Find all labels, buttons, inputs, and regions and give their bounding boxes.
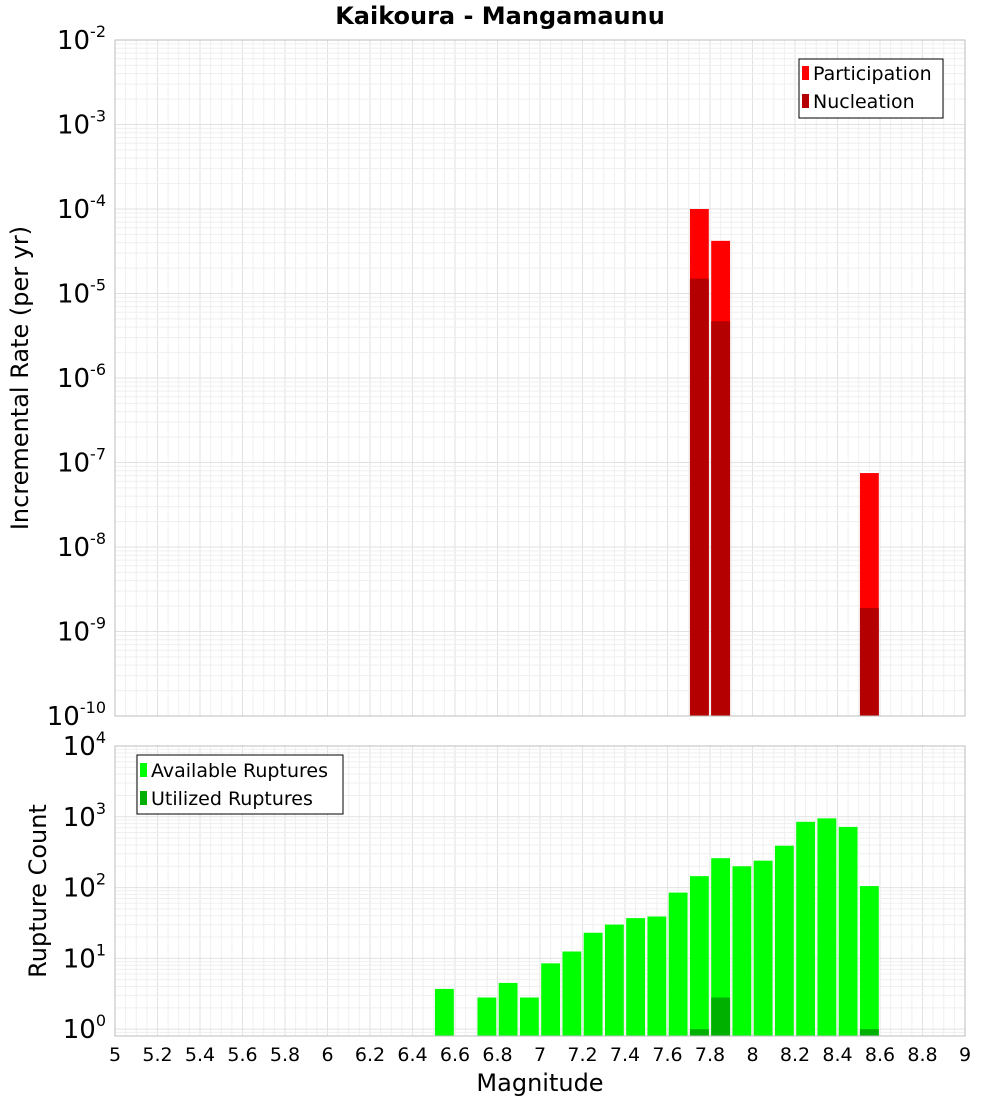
x-tick-label: 6.4 <box>397 1044 427 1066</box>
count-legend: Available Ruptures Utilized Ruptures <box>136 754 344 815</box>
rate-y-tick-label: 10-7 <box>57 445 106 479</box>
x-tick-label: 8.2 <box>780 1044 810 1066</box>
x-tick-label: 6 <box>321 1044 333 1066</box>
x-tick-label: 7.6 <box>652 1044 682 1066</box>
count-bar-available-ruptures-9 <box>647 916 667 1036</box>
rate-bar-nucleation-0 <box>689 278 709 716</box>
count-bar-available-ruptures-17 <box>817 818 837 1036</box>
count-plot-frame <box>114 745 966 1037</box>
x-tick-label: 7 <box>534 1044 546 1066</box>
count-y-tick-label: 100 <box>63 1011 106 1045</box>
rate-bar-nucleation-1 <box>711 321 731 716</box>
rate-y-axis-label: Incremental Rate (per yr) <box>6 226 34 530</box>
nucleation-legend-label: Nucleation <box>813 91 915 113</box>
count-bar-available-ruptures-15 <box>774 845 794 1036</box>
rate-y-tick-label: 10-9 <box>57 614 106 648</box>
count-bar-utilized-ruptures-0 <box>689 1029 709 1036</box>
x-tick-label: 6.2 <box>355 1044 385 1066</box>
x-tick-label: 5.2 <box>142 1044 172 1066</box>
count-bar-available-ruptures-12 <box>711 858 731 1036</box>
rate-legend: Participation Nucleation <box>798 58 944 119</box>
count-legend-box <box>136 754 344 815</box>
rate-panel: 10-10 10-9 10-8 10-7 10-6 10-5 10-4 10-3 10-2 In… <box>6 22 966 732</box>
utilized-legend-label: Utilized Ruptures <box>151 788 313 810</box>
count-y-tick-label: 104 <box>63 728 106 762</box>
count-bar-available-ruptures-2 <box>498 982 518 1036</box>
count-bar-available-ruptures-6 <box>583 932 603 1036</box>
rate-y-tick-label: 10-8 <box>57 529 106 563</box>
count-bar-available-ruptures-0 <box>434 988 454 1036</box>
count-bar-available-ruptures-5 <box>562 951 582 1036</box>
x-tick-label: 6.6 <box>440 1044 470 1066</box>
x-tick-label: 8.6 <box>865 1044 895 1066</box>
utilized-legend-swatch <box>140 791 147 805</box>
x-tick-label: 5 <box>109 1044 121 1066</box>
rate-y-tick-label: 10-3 <box>57 107 106 141</box>
x-tick-label: 8 <box>746 1044 758 1066</box>
count-bar-available-ruptures-18 <box>838 826 858 1036</box>
count-y-tick-label: 102 <box>63 870 106 904</box>
x-tick-label: 7.8 <box>695 1044 725 1066</box>
participation-legend-label: Participation <box>813 63 932 85</box>
rate-y-tick-label: 10-10 <box>47 698 106 732</box>
rate-plot-frame <box>114 39 966 717</box>
count-bar-available-ruptures-14 <box>753 860 773 1036</box>
count-bar-available-ruptures-11 <box>689 876 709 1036</box>
available-legend-label: Available Ruptures <box>151 760 328 782</box>
available-legend-swatch <box>140 763 147 777</box>
x-tick-label: 8.4 <box>822 1044 852 1066</box>
participation-legend-swatch <box>802 66 809 80</box>
count-bar-utilized-ruptures-2 <box>859 1029 879 1036</box>
count-bar-available-ruptures-8 <box>626 918 646 1036</box>
x-tick-label: 5.4 <box>185 1044 215 1066</box>
count-panel: 100 101 102 103 104 5 5.2 5.4 5.6 5.8 6 6.2 6.4 6.6 6… <box>24 728 971 1097</box>
x-tick-label: 7.2 <box>567 1044 597 1066</box>
rate-y-tick-label: 10-5 <box>57 276 106 310</box>
x-tick-label: 5.8 <box>270 1044 300 1066</box>
count-bar-available-ruptures-10 <box>668 892 688 1036</box>
rate-y-tick-label: 10-2 <box>57 22 106 56</box>
rate-legend-box <box>798 58 944 119</box>
nucleation-legend-swatch <box>802 94 809 108</box>
count-y-tick-label: 103 <box>63 799 106 833</box>
count-bar-available-ruptures-19 <box>859 886 879 1036</box>
count-bar-available-ruptures-13 <box>732 866 752 1036</box>
count-bar-available-ruptures-7 <box>604 924 624 1036</box>
count-bar-available-ruptures-1 <box>477 997 497 1036</box>
rate-y-tick-label: 10-6 <box>57 360 106 394</box>
x-tick-label: 7.4 <box>610 1044 640 1066</box>
count-y-tick-label: 101 <box>63 940 106 974</box>
count-bar-available-ruptures-3 <box>519 997 539 1036</box>
x-tick-label: 5.6 <box>227 1044 257 1066</box>
rate-bar-nucleation-2 <box>859 607 879 716</box>
count-bar-available-ruptures-16 <box>796 821 816 1036</box>
x-tick-label: 9 <box>959 1044 971 1066</box>
rate-y-tick-label: 10-4 <box>57 191 106 225</box>
chart-title: Kaikoura - Mangamaunu <box>335 2 665 30</box>
count-bar-utilized-ruptures-1 <box>711 997 731 1036</box>
x-tick-label: 8.8 <box>907 1044 937 1066</box>
x-axis-label: Magnitude <box>476 1069 603 1097</box>
count-y-axis-label: Rupture Count <box>24 804 52 978</box>
x-tick-label: 6.8 <box>482 1044 512 1066</box>
count-bar-available-ruptures-4 <box>541 963 561 1036</box>
